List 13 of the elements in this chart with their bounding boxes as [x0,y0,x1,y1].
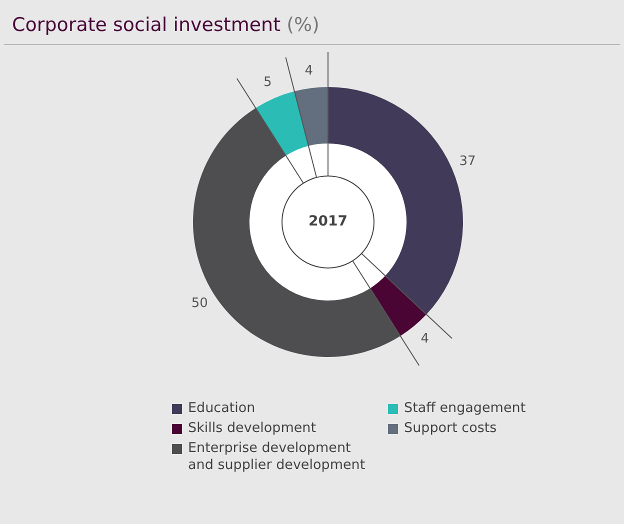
text: 2017 [308,214,348,230]
data-label: 4 [304,64,314,79]
legend-label: Skills development [188,420,316,436]
data-label: 37 [459,154,476,170]
legend-label: Enterprise development and supplier development [188,440,366,473]
legend-label: Education [188,400,256,416]
legend-label: Support costs [404,420,497,436]
data-label: 4 [420,331,430,346]
chart-subtitle: (%) [286,14,320,36]
data-label: 50 [191,296,208,311]
chart-title: Corporate social investment [12,14,281,36]
legend-label: Staff engagement [404,400,526,416]
data-label: 5 [263,74,272,90]
